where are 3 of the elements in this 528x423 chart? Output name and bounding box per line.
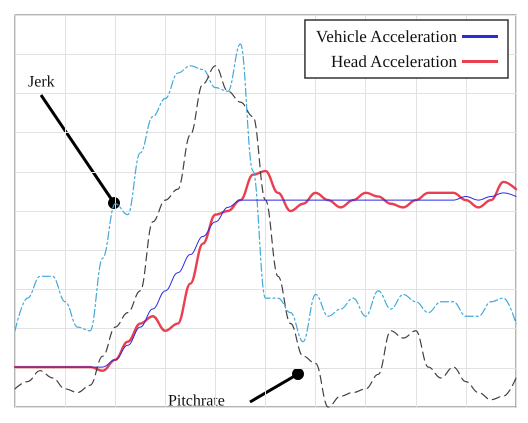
legend-label: Head Acceleration xyxy=(330,52,458,71)
annotation: Jerk xyxy=(28,74,55,90)
legend-label: Vehicle Acceleration xyxy=(316,27,458,46)
